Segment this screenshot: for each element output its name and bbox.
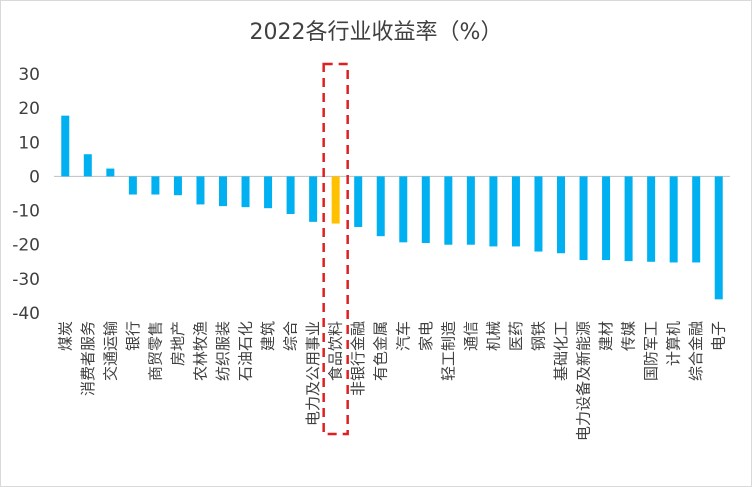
x-tick-label: 机械 <box>484 321 502 351</box>
bar <box>647 176 656 262</box>
bar <box>196 176 205 205</box>
bar <box>399 176 408 243</box>
x-tick-label: 石油石化 <box>237 321 255 381</box>
y-tick-label: 0 <box>29 167 40 187</box>
y-tick-label: -20 <box>12 236 40 256</box>
bar <box>602 176 611 261</box>
x-tick-label: 建筑 <box>259 321 277 351</box>
chart-title: 2022各行业收益率（%） <box>249 20 503 45</box>
bar <box>331 176 340 224</box>
x-tick-label: 电力设备及新能源 <box>575 321 593 441</box>
x-tick-label: 综合 <box>282 321 300 351</box>
x-tick-label: 银行 <box>124 321 142 351</box>
bar <box>489 176 498 247</box>
x-tick-label: 非银行金融 <box>349 321 367 396</box>
x-tick-label: 轻工制造 <box>439 321 457 381</box>
bar <box>376 176 385 237</box>
bar <box>669 176 678 263</box>
bar <box>579 176 588 261</box>
x-tick-label: 传媒 <box>620 321 638 351</box>
x-tick-label: 有色金属 <box>372 321 390 381</box>
x-tick-label: 煤炭 <box>56 321 74 351</box>
y-tick-label: -40 <box>12 304 40 324</box>
bar <box>151 176 160 195</box>
x-tick-label: 电力及公用事业 <box>304 321 322 426</box>
y-tick-label: -30 <box>12 270 40 290</box>
bar <box>241 176 250 208</box>
x-tick-label: 家电 <box>417 321 435 351</box>
bar <box>264 176 273 209</box>
bar <box>286 176 295 214</box>
bar <box>421 176 430 244</box>
bar <box>61 115 70 177</box>
bar <box>106 168 115 177</box>
x-tick-label: 计算机 <box>665 321 683 366</box>
bar <box>534 176 543 252</box>
y-tick-label: 30 <box>18 65 40 85</box>
x-tick-label: 建材 <box>597 321 615 351</box>
x-tick-label: 电子 <box>710 321 728 351</box>
bar <box>354 176 363 227</box>
x-tick-label: 房地产 <box>169 321 187 366</box>
bar <box>128 176 137 195</box>
y-tick-label: -10 <box>12 202 40 222</box>
bar <box>714 176 723 300</box>
bar <box>557 176 565 254</box>
bar <box>309 176 318 222</box>
x-tick-label: 消费者服务 <box>79 321 97 396</box>
bar <box>624 176 633 262</box>
x-tick-label: 通信 <box>462 321 480 351</box>
x-tick-label: 基础化工 <box>552 321 570 381</box>
x-tick-label: 农林牧渔 <box>191 321 209 381</box>
bar <box>511 176 520 247</box>
bar <box>83 154 92 177</box>
x-tick-label: 交通运输 <box>101 321 119 381</box>
y-tick-label: 10 <box>18 133 40 153</box>
bar <box>444 176 453 245</box>
x-tick-label: 国防军工 <box>642 321 660 381</box>
x-tick-label: 综合金融 <box>687 321 705 381</box>
bar <box>219 176 227 207</box>
x-tick-label: 商贸零售 <box>146 321 164 381</box>
x-tick-label: 纺织服装 <box>214 321 232 381</box>
x-tick-label: 食品饮料 <box>327 321 345 381</box>
bar <box>692 176 701 263</box>
x-tick-label: 钢铁 <box>529 321 547 351</box>
y-tick-label: 20 <box>18 99 40 119</box>
bar <box>173 176 182 196</box>
highlight-box <box>322 62 349 436</box>
bar <box>466 176 475 245</box>
x-tick-label: 医药 <box>507 321 525 351</box>
x-tick-label: 汽车 <box>394 321 412 351</box>
